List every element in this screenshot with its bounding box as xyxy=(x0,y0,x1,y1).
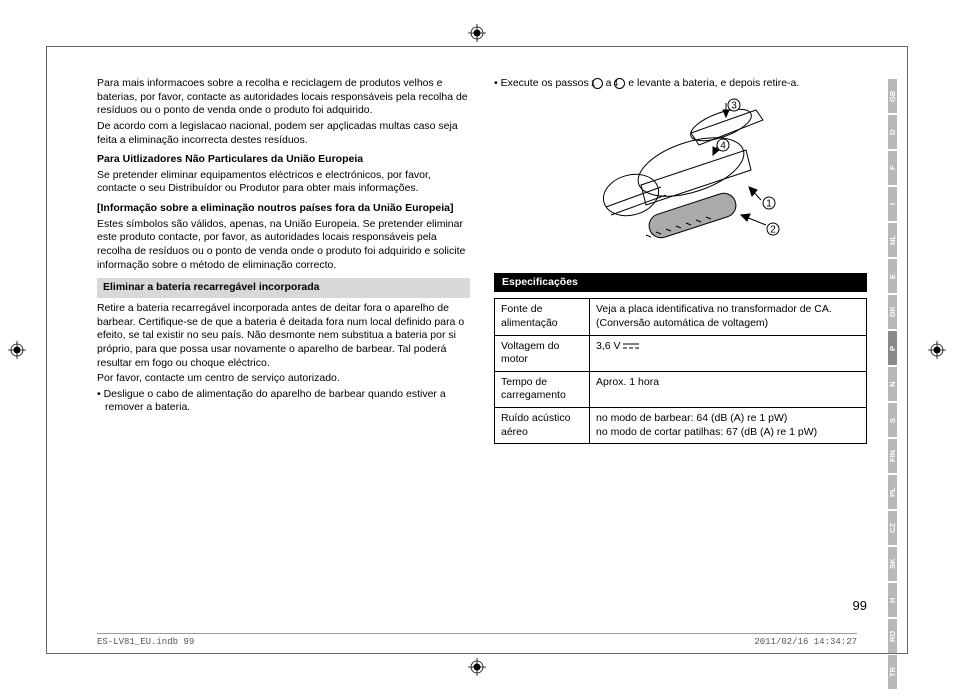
svg-text:1: 1 xyxy=(766,198,772,209)
footer-timestamp: 2011/02/16 14:34:27 xyxy=(754,637,857,647)
registration-mark-icon xyxy=(468,658,486,676)
lang-tab-dk[interactable]: DK xyxy=(888,295,897,329)
spec-value-text: 3,6 V xyxy=(596,340,621,352)
table-row: Fonte de alimentação Veja a placa identi… xyxy=(495,299,867,335)
content-columns: Para mais informacoes sobre a recolha e … xyxy=(97,77,867,444)
body-text: Estes símbolos são válidos, apenas, na U… xyxy=(97,218,470,273)
section-header-dark: Especificações xyxy=(494,273,867,293)
specifications-table: Fonte de alimentação Veja a placa identi… xyxy=(494,298,867,444)
lang-tab-i[interactable]: I xyxy=(888,187,897,221)
lang-tab-d[interactable]: D xyxy=(888,115,897,149)
spec-value: 3,6 V xyxy=(590,335,867,371)
bullet-fragment: • Execute os passos xyxy=(494,77,592,89)
page-number: 99 xyxy=(853,598,867,613)
spec-key: Ruído acústico aéreo xyxy=(495,408,590,444)
section-header: Eliminar a bateria recarregável incorpor… xyxy=(97,278,470,298)
lang-tab-f[interactable]: F xyxy=(888,151,897,185)
body-text: Por favor, contacte um centro de serviço… xyxy=(97,372,470,386)
body-text: Retire a bateria recarregável incorporad… xyxy=(97,302,470,370)
lang-tab-e[interactable]: E xyxy=(888,259,897,293)
left-column: Para mais informacoes sobre a recolha e … xyxy=(97,77,470,444)
lang-tab-p[interactable]: P xyxy=(888,331,897,365)
lang-tab-ro[interactable]: RO xyxy=(888,619,897,653)
body-text: Se pretender eliminar equipamentos eléct… xyxy=(97,169,470,196)
lang-tab-sk[interactable]: SK xyxy=(888,547,897,581)
registration-mark-icon xyxy=(928,341,946,359)
table-row: Ruído acústico aéreo no modo de barbear:… xyxy=(495,408,867,444)
lang-tab-tr[interactable]: TR xyxy=(888,655,897,689)
registration-mark-icon xyxy=(8,341,26,359)
bullet-text: • Desligue o cabo de alimentação do apar… xyxy=(97,388,470,415)
bullet-fragment: e levante a bateria, e depois retire-a. xyxy=(625,77,799,89)
footer-filename: ES-LV81_EU.indb 99 xyxy=(97,637,194,647)
table-row: Voltagem do motor 3,6 V xyxy=(495,335,867,371)
lang-tab-fin[interactable]: FIN xyxy=(888,439,897,473)
subheading: [Informação sobre a eliminação noutros p… xyxy=(97,202,470,216)
body-text: Para mais informacoes sobre a recolha e … xyxy=(97,77,470,118)
svg-text:4: 4 xyxy=(720,140,726,151)
table-row: Tempo de carregamento Aprox. 1 hora xyxy=(495,371,867,407)
svg-text:3: 3 xyxy=(731,100,737,111)
print-footer: ES-LV81_EU.indb 99 2011/02/16 14:34:27 xyxy=(97,633,857,647)
lang-tab-n[interactable]: N xyxy=(888,367,897,401)
spec-value: Aprox. 1 hora xyxy=(590,371,867,407)
lang-tab-pl[interactable]: PL xyxy=(888,475,897,509)
lang-tab-s[interactable]: S xyxy=(888,403,897,437)
spec-key: Tempo de carregamento xyxy=(495,371,590,407)
page-frame: Para mais informacoes sobre a recolha e … xyxy=(46,46,908,654)
subheading: Para Uitlizadores Não Particulares da Un… xyxy=(97,153,470,167)
battery-removal-diagram: 3 4 1 2 xyxy=(551,95,811,265)
dc-symbol-icon xyxy=(623,342,639,350)
spec-key: Fonte de alimentação xyxy=(495,299,590,335)
spec-value: no modo de barbear: 64 (dB (A) re 1 pW) … xyxy=(590,408,867,444)
step-number-icon: 4 xyxy=(614,78,625,89)
bullet-fragment: a xyxy=(603,77,615,89)
lang-tab-nl[interactable]: NL xyxy=(888,223,897,257)
spec-value: Veja a placa identificativa no transform… xyxy=(590,299,867,335)
right-column: • Execute os passos 1 a 4 e levante a ba… xyxy=(494,77,867,444)
lang-tab-gb[interactable]: GB xyxy=(888,79,897,113)
registration-mark-icon xyxy=(468,24,486,42)
lang-tab-h[interactable]: H xyxy=(888,583,897,617)
svg-text:2: 2 xyxy=(770,224,776,235)
bullet-text: • Execute os passos 1 a 4 e levante a ba… xyxy=(494,77,867,91)
step-number-icon: 1 xyxy=(592,78,603,89)
lang-tab-cz[interactable]: CZ xyxy=(888,511,897,545)
body-text: De acordo com a legislacao nacional, pod… xyxy=(97,120,470,147)
spec-key: Voltagem do motor xyxy=(495,335,590,371)
language-tabs: GBDFINLEDKPNS FIN PLCZSKHROTR xyxy=(888,79,908,691)
